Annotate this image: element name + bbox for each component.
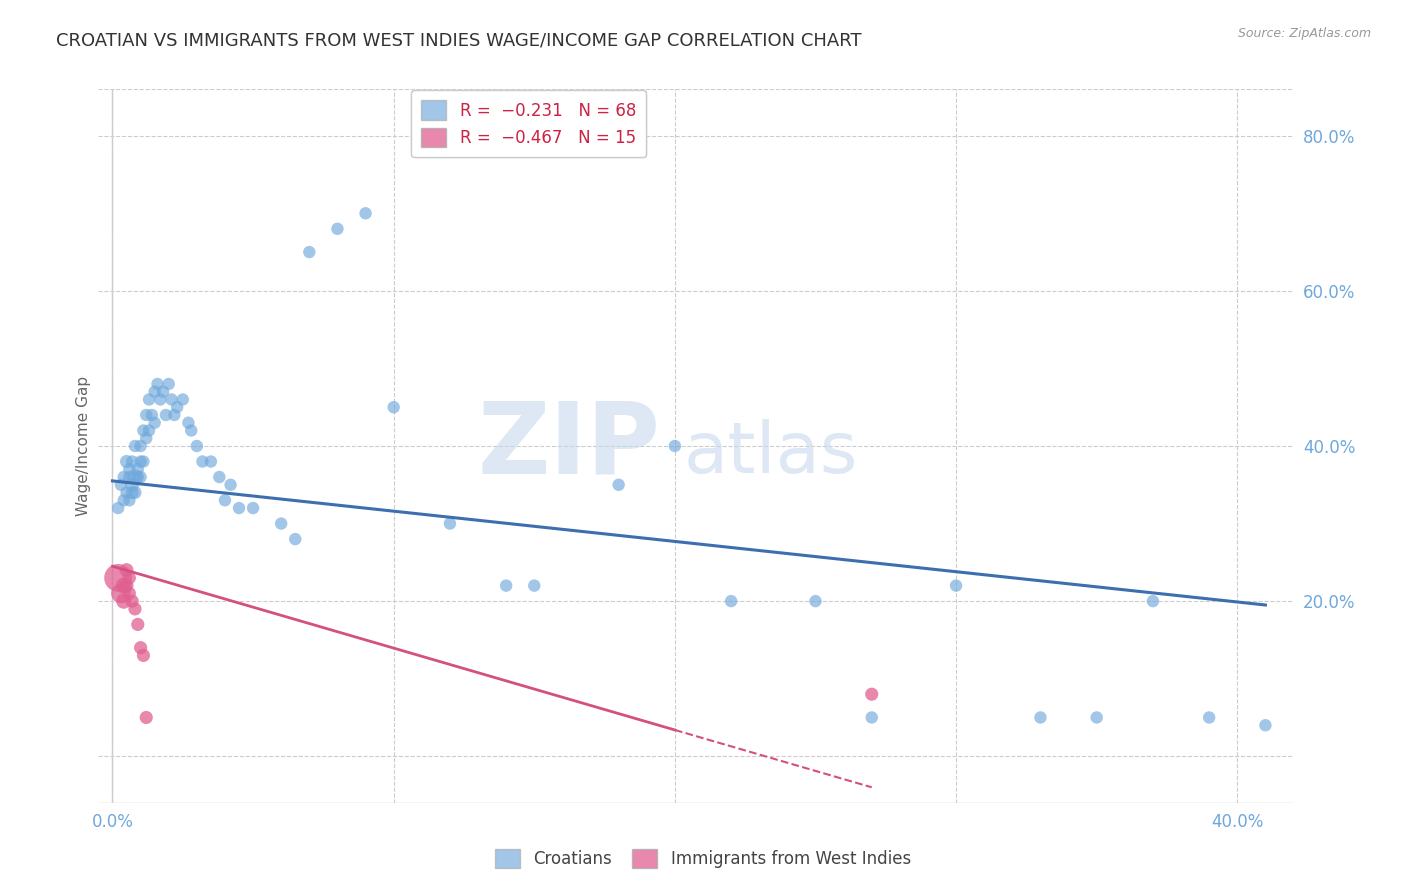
Point — [115, 454, 138, 468]
Point — [127, 470, 149, 484]
Text: atlas: atlas — [685, 418, 859, 488]
Point — [177, 416, 200, 430]
Point — [860, 710, 883, 724]
Point — [124, 602, 146, 616]
Point — [208, 470, 231, 484]
Point — [112, 470, 135, 484]
Point — [129, 439, 152, 453]
Point — [219, 477, 242, 491]
Point — [135, 710, 157, 724]
Text: ZIP: ZIP — [477, 398, 661, 494]
Point — [1254, 718, 1277, 732]
Point — [124, 470, 146, 484]
Point — [121, 454, 143, 468]
Point — [121, 485, 143, 500]
Point — [354, 206, 377, 220]
Point — [298, 245, 321, 260]
Point — [1029, 710, 1052, 724]
Point — [152, 384, 174, 399]
Point — [118, 493, 141, 508]
Point — [523, 579, 546, 593]
Point — [121, 594, 143, 608]
Point — [1085, 710, 1108, 724]
Point — [495, 579, 517, 593]
Point — [146, 376, 169, 391]
Text: CROATIAN VS IMMIGRANTS FROM WEST INDIES WAGE/INCOME GAP CORRELATION CHART: CROATIAN VS IMMIGRANTS FROM WEST INDIES … — [56, 31, 862, 49]
Point — [112, 493, 135, 508]
Point — [127, 617, 149, 632]
Point — [180, 424, 202, 438]
Point — [112, 594, 135, 608]
Point — [135, 431, 157, 445]
Point — [115, 579, 138, 593]
Point — [439, 516, 461, 531]
Point — [214, 493, 236, 508]
Point — [129, 470, 152, 484]
Point — [664, 439, 686, 453]
Point — [112, 579, 135, 593]
Point — [160, 392, 183, 407]
Point — [191, 454, 214, 468]
Point — [860, 687, 883, 701]
Point — [118, 470, 141, 484]
Point — [115, 563, 138, 577]
Point — [172, 392, 194, 407]
Point — [118, 571, 141, 585]
Text: Source: ZipAtlas.com: Source: ZipAtlas.com — [1237, 27, 1371, 40]
Legend: Croatians, Immigrants from West Indies: Croatians, Immigrants from West Indies — [488, 842, 918, 875]
Point — [107, 571, 129, 585]
Point — [163, 408, 186, 422]
Point — [326, 222, 349, 236]
Point — [382, 401, 405, 415]
Point — [141, 408, 163, 422]
Point — [155, 408, 177, 422]
Point — [1142, 594, 1164, 608]
Y-axis label: Wage/Income Gap: Wage/Income Gap — [76, 376, 91, 516]
Point — [127, 462, 149, 476]
Point — [129, 454, 152, 468]
Point — [270, 516, 292, 531]
Point — [138, 392, 160, 407]
Point — [200, 454, 222, 468]
Point — [118, 462, 141, 476]
Point — [121, 477, 143, 491]
Point — [157, 376, 180, 391]
Point — [1198, 710, 1220, 724]
Point — [242, 501, 264, 516]
Point — [607, 477, 630, 491]
Point — [118, 586, 141, 600]
Point — [132, 648, 155, 663]
Point — [132, 454, 155, 468]
Point — [110, 586, 132, 600]
Point — [110, 477, 132, 491]
Point — [149, 392, 172, 407]
Point — [138, 424, 160, 438]
Point — [143, 384, 166, 399]
Point — [143, 416, 166, 430]
Point — [107, 501, 129, 516]
Point — [129, 640, 152, 655]
Point — [945, 579, 967, 593]
Legend: R =  −0.231   N = 68, R =  −0.467   N = 15: R = −0.231 N = 68, R = −0.467 N = 15 — [412, 90, 645, 157]
Point — [115, 485, 138, 500]
Point — [135, 408, 157, 422]
Point — [124, 485, 146, 500]
Point — [166, 401, 188, 415]
Point — [720, 594, 742, 608]
Point — [804, 594, 827, 608]
Point — [132, 424, 155, 438]
Point — [186, 439, 208, 453]
Point — [124, 439, 146, 453]
Point — [228, 501, 250, 516]
Point — [284, 532, 307, 546]
